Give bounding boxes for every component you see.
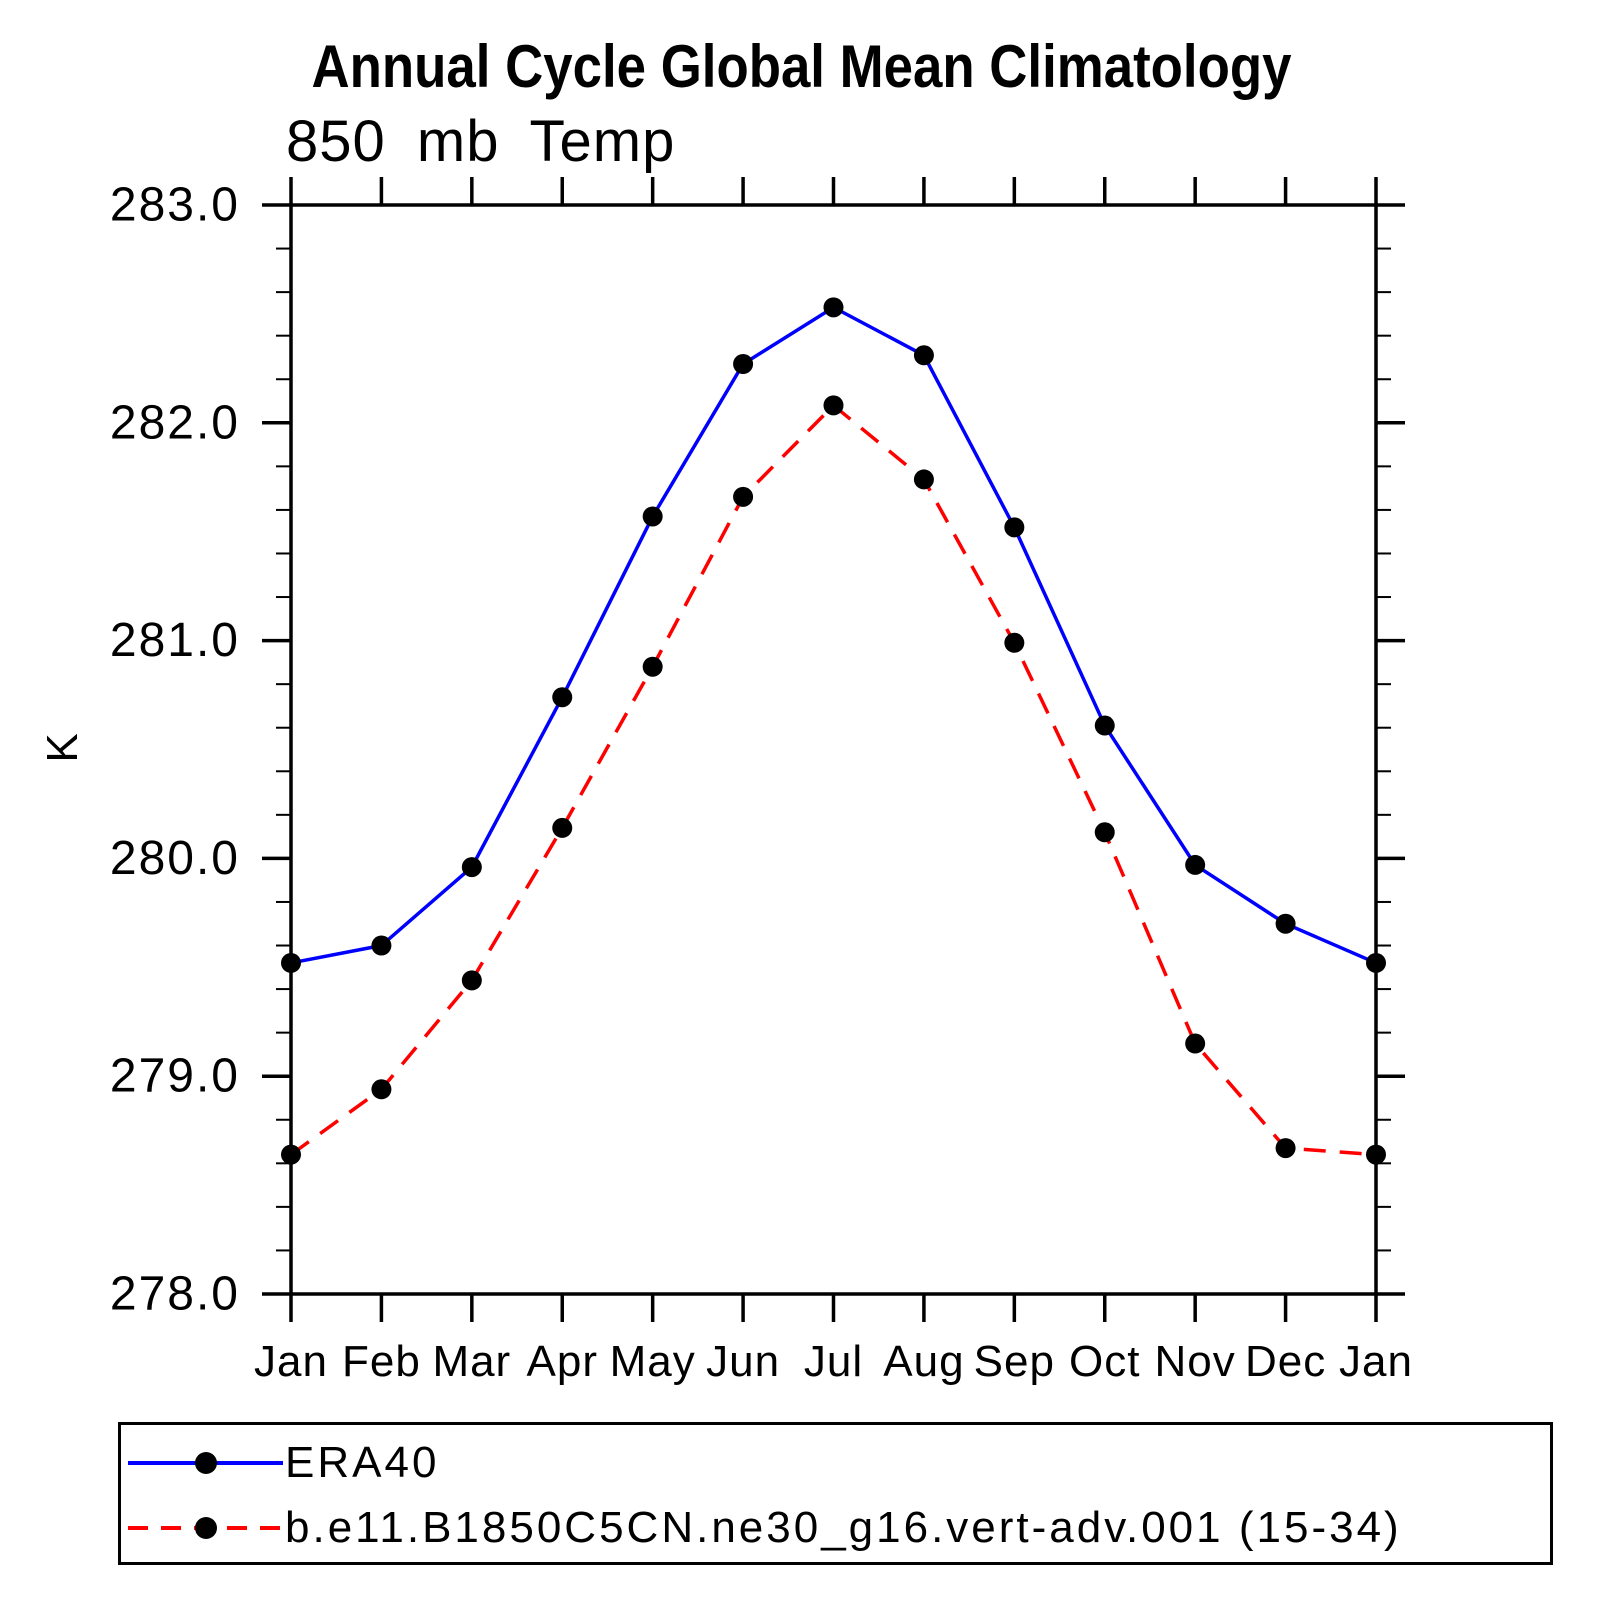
data-point-era40-sep-8 (1004, 517, 1025, 538)
series-line-model (289, 403, 1377, 1157)
legend-marker-dot (195, 1452, 217, 1474)
data-point-era40-aug-7 (913, 345, 934, 366)
legend: ERA40 b.e11.B1850C5CN.ne30_g16.vert-adv.… (118, 1422, 1553, 1565)
legend-line-sample-model (128, 1517, 283, 1539)
data-point-era40-jan-0 (281, 952, 301, 973)
chart-title: Annual Cycle Global Mean Climatology (311, 33, 1292, 100)
x-tick-label: Aug (883, 1337, 964, 1386)
x-tick-label: Oct (1069, 1337, 1140, 1386)
data-point-era40-jun-5 (733, 353, 754, 374)
x-tick-label: Mar (432, 1337, 511, 1386)
data-point-era40-apr-3 (552, 687, 573, 708)
data-point-model-jan-0 (281, 1144, 301, 1165)
axis-frame (289, 203, 1378, 1296)
data-point-model-nov-10 (1185, 1033, 1206, 1054)
y-tick-label: 282.0 (110, 396, 240, 449)
y-tick-label: 281.0 (110, 614, 240, 667)
data-point-model-jun-5 (733, 486, 754, 507)
data-point-model-dec-11 (1275, 1138, 1296, 1159)
x-tick-label: Jan (1339, 1337, 1413, 1386)
legend-label-era40: ERA40 (285, 1438, 440, 1487)
y-tick-label: 280.0 (110, 832, 240, 885)
data-point-model-oct-9 (1094, 822, 1115, 843)
legend-line-sample-era40 (128, 1452, 283, 1474)
data-point-model-apr-3 (552, 817, 573, 838)
x-tick-label: Jun (706, 1337, 780, 1386)
x-tick-label: Sep (974, 1337, 1055, 1386)
data-point-era40-feb-1 (371, 935, 392, 956)
x-tick-label: May (610, 1337, 696, 1386)
legend-item-era40: ERA40 (121, 1433, 439, 1493)
y-tick-label: 279.0 (110, 1050, 240, 1103)
legend-marker-dot (195, 1517, 217, 1539)
data-point-era40-may-4 (642, 506, 663, 527)
data-point-model-mar-2 (461, 970, 482, 991)
x-tick-label: Apr (527, 1337, 598, 1386)
data-point-era40-jan-12 (1366, 952, 1386, 973)
data-point-model-feb-1 (371, 1079, 392, 1100)
data-point-era40-nov-10 (1185, 854, 1206, 875)
x-tick-label: Feb (342, 1337, 421, 1386)
data-point-model-may-4 (642, 656, 663, 677)
x-tick-label: Dec (1245, 1337, 1326, 1386)
data-point-era40-jul-6 (823, 297, 844, 318)
data-point-model-aug-7 (913, 469, 934, 490)
data-point-model-sep-8 (1004, 632, 1025, 653)
data-point-model-jan-12 (1366, 1144, 1386, 1165)
x-tick-label: Jul (804, 1337, 863, 1386)
data-point-era40-oct-9 (1094, 715, 1115, 736)
x-tick-label: Nov (1155, 1337, 1236, 1386)
data-point-era40-mar-2 (461, 857, 482, 878)
y-tick-label: 278.0 (110, 1268, 240, 1321)
data-point-era40-dec-11 (1275, 913, 1296, 934)
y-tick-label: 283.0 (110, 179, 240, 232)
x-tick-label: Jan (254, 1337, 328, 1386)
legend-label-model: b.e11.B1850C5CN.ne30_g16.vert-adv.001 (1… (285, 1503, 1402, 1552)
data-point-model-jul-6 (823, 395, 844, 416)
chart-subtitle: 850 mb Temp (286, 109, 676, 174)
legend-item-model: b.e11.B1850C5CN.ne30_g16.vert-adv.001 (1… (121, 1498, 1402, 1558)
